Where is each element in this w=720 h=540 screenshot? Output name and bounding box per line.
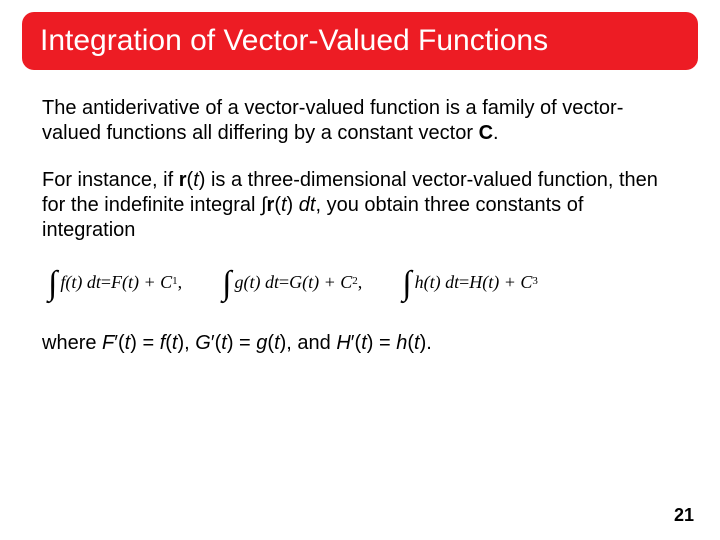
text: ′( bbox=[114, 332, 124, 354]
paragraph-2: For instance, if r(t) is a three-dimensi… bbox=[42, 168, 678, 243]
text: . bbox=[493, 122, 499, 144]
text: ( bbox=[407, 332, 414, 354]
F: F bbox=[102, 332, 114, 354]
page-number: 21 bbox=[674, 505, 694, 526]
integral-icon: ∫ bbox=[48, 267, 57, 301]
text: ) bbox=[287, 194, 299, 216]
equation-1: ∫f(t) dt = F(t) + C1, bbox=[48, 265, 182, 299]
title-bar: Integration of Vector-Valued Functions bbox=[22, 12, 698, 70]
H: H bbox=[336, 332, 350, 354]
eq-right: F(t) + C bbox=[111, 271, 172, 294]
text: ′( bbox=[351, 332, 361, 354]
g: g bbox=[256, 332, 267, 354]
text: ). bbox=[420, 332, 432, 354]
equation-3: ∫h(t) dt = H(t) + C3 bbox=[402, 265, 538, 299]
comma: , bbox=[178, 271, 183, 294]
integral-icon: ∫ bbox=[222, 267, 231, 301]
G: G bbox=[195, 332, 211, 354]
slide-title: Integration of Vector-Valued Functions bbox=[40, 24, 548, 58]
text: ( bbox=[165, 332, 172, 354]
paragraph-3: where F′(t) = f(t), G′(t) = g(t), and H′… bbox=[42, 331, 678, 356]
equals: = bbox=[101, 271, 111, 294]
text: ( bbox=[274, 194, 281, 216]
text: ), bbox=[177, 332, 195, 354]
eq-left: g(t) dt bbox=[234, 271, 279, 294]
eq-right: G(t) + C bbox=[289, 271, 352, 294]
eq-left: h(t) dt bbox=[415, 271, 460, 294]
vector-C: C bbox=[479, 122, 493, 144]
equation-2: ∫g(t) dt = G(t) + C2, bbox=[222, 265, 362, 299]
comma: , bbox=[358, 271, 363, 294]
vector-r: r bbox=[179, 169, 187, 191]
eq-right: H(t) + C bbox=[469, 271, 532, 294]
equation-row: ∫f(t) dt = F(t) + C1, ∫g(t) dt = G(t) + … bbox=[48, 265, 678, 299]
text: ), and bbox=[280, 332, 337, 354]
h: h bbox=[396, 332, 407, 354]
equals: = bbox=[459, 271, 469, 294]
eq-left: f(t) dt bbox=[60, 271, 101, 294]
text: ) = bbox=[130, 332, 159, 354]
dt: dt bbox=[299, 194, 316, 216]
subscript: 3 bbox=[532, 275, 538, 289]
slide-body: The antiderivative of a vector-valued fu… bbox=[42, 96, 678, 378]
text: ) = bbox=[227, 332, 256, 354]
slide: Integration of Vector-Valued Functions T… bbox=[0, 0, 720, 540]
text: The antiderivative of a vector-valued fu… bbox=[42, 97, 623, 144]
equals: = bbox=[279, 271, 289, 294]
integral-icon: ∫ bbox=[402, 267, 411, 301]
paragraph-1: The antiderivative of a vector-valued fu… bbox=[42, 96, 678, 146]
text: ′( bbox=[211, 332, 221, 354]
text: ) = bbox=[367, 332, 396, 354]
text: where bbox=[42, 332, 102, 354]
text: For instance, if bbox=[42, 169, 179, 191]
